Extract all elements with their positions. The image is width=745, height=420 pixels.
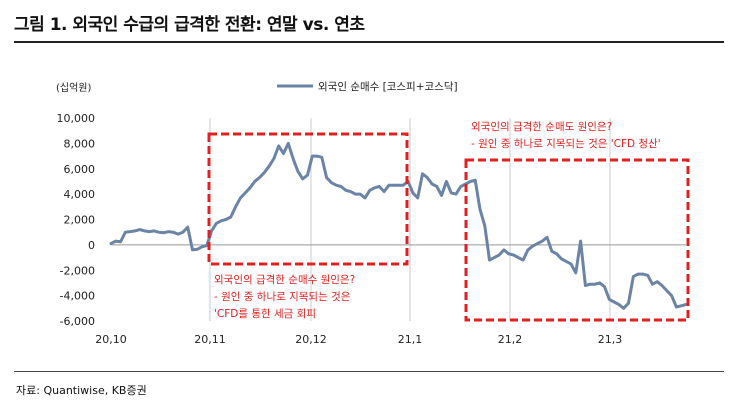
x-tick-label: 20,12 [295, 333, 327, 346]
y-tick-label: 6,000 [64, 163, 96, 176]
annotation-1-line: 외국인의 급격한 순매수 원인은? [214, 273, 355, 286]
x-tick-label: 21,2 [498, 333, 523, 346]
y-tick-label: -2,000 [60, 264, 95, 277]
y-tick-label: 2,000 [64, 214, 96, 227]
annotation-2-line: - 원인 중 하나로 지목되는 것은 'CFD 청산' [471, 137, 661, 150]
legend-label: 외국인 순매수 [코스피+코스닥] [318, 81, 458, 93]
y-tick-label: 10,000 [57, 112, 96, 125]
annotation-1-line: - 원인 중 하나로 지목되는 것은 [214, 290, 351, 303]
source-divider [14, 371, 724, 372]
highlight-box-1 [207, 132, 409, 266]
x-tick-label: 21,3 [598, 333, 623, 346]
highlight-box-2 [464, 158, 690, 322]
title-divider [14, 41, 724, 43]
series-line [109, 141, 688, 310]
source-note: 자료: Quantiwise, KB증권 [16, 384, 147, 397]
y-tick-label: 8,000 [64, 137, 96, 150]
y-tick-label: 0 [88, 239, 95, 252]
x-tick-label: 21,1 [398, 333, 423, 346]
x-tick-label: 20,11 [194, 333, 226, 346]
figure-title: 그림 1. 외국인 수급의 급격한 전환: 연말 vs. 연초 [14, 15, 365, 35]
annotation-2-line: 외국인의 급격한 순매도 원인은? [471, 120, 612, 133]
y-axis-unit: (십억원) [56, 82, 92, 94]
annotation-1-line: 'CFD를 통한 세금 회피 [214, 308, 316, 320]
y-tick-label: 4,000 [64, 188, 96, 201]
y-tick-label: -6,000 [60, 315, 95, 328]
x-tick-label: 20,10 [95, 333, 127, 346]
y-tick-label: -4,000 [60, 290, 95, 303]
